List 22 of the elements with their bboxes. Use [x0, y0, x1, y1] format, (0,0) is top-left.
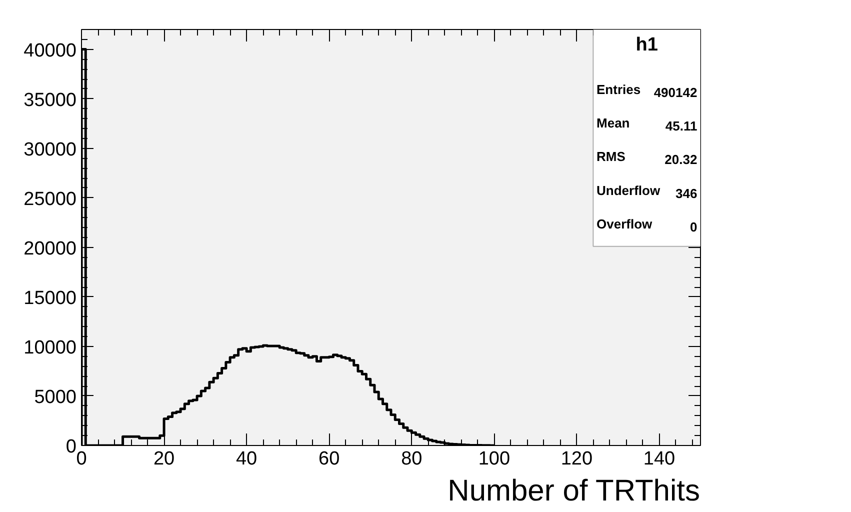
annotation: Underflow 346 — [596, 182, 698, 201]
x-tick-label: 40 — [236, 448, 258, 470]
x-tick-label: 120 — [560, 448, 593, 470]
text: Mean 45.11 — [596, 116, 698, 134]
x-axis-title: Number of TRThits — [448, 474, 700, 508]
annotation: h1 — [636, 34, 658, 56]
x-tick-label: 100 — [478, 448, 510, 470]
text: RMS 20.32 — [596, 149, 698, 168]
x-tick-label: 80 — [401, 448, 422, 470]
y-tick-label: 10000 — [24, 337, 77, 358]
y-tick-label: 25000 — [24, 188, 77, 210]
y-tick-label: 5000 — [34, 386, 77, 408]
y-tick-label: 30000 — [24, 139, 77, 160]
x-tick-label: 20 — [153, 448, 175, 470]
x-tick-label: 140 — [643, 448, 676, 470]
y-tick-label: 40000 — [24, 40, 77, 62]
y-tick-label: 35000 — [24, 90, 77, 111]
text: Overflow 0 — [596, 216, 698, 235]
y-tick-label: 20000 — [24, 238, 77, 260]
x-tick-label: 60 — [318, 448, 340, 470]
y-tick-label: 15000 — [24, 288, 77, 309]
annotation: Entries 490142 — [596, 82, 698, 100]
